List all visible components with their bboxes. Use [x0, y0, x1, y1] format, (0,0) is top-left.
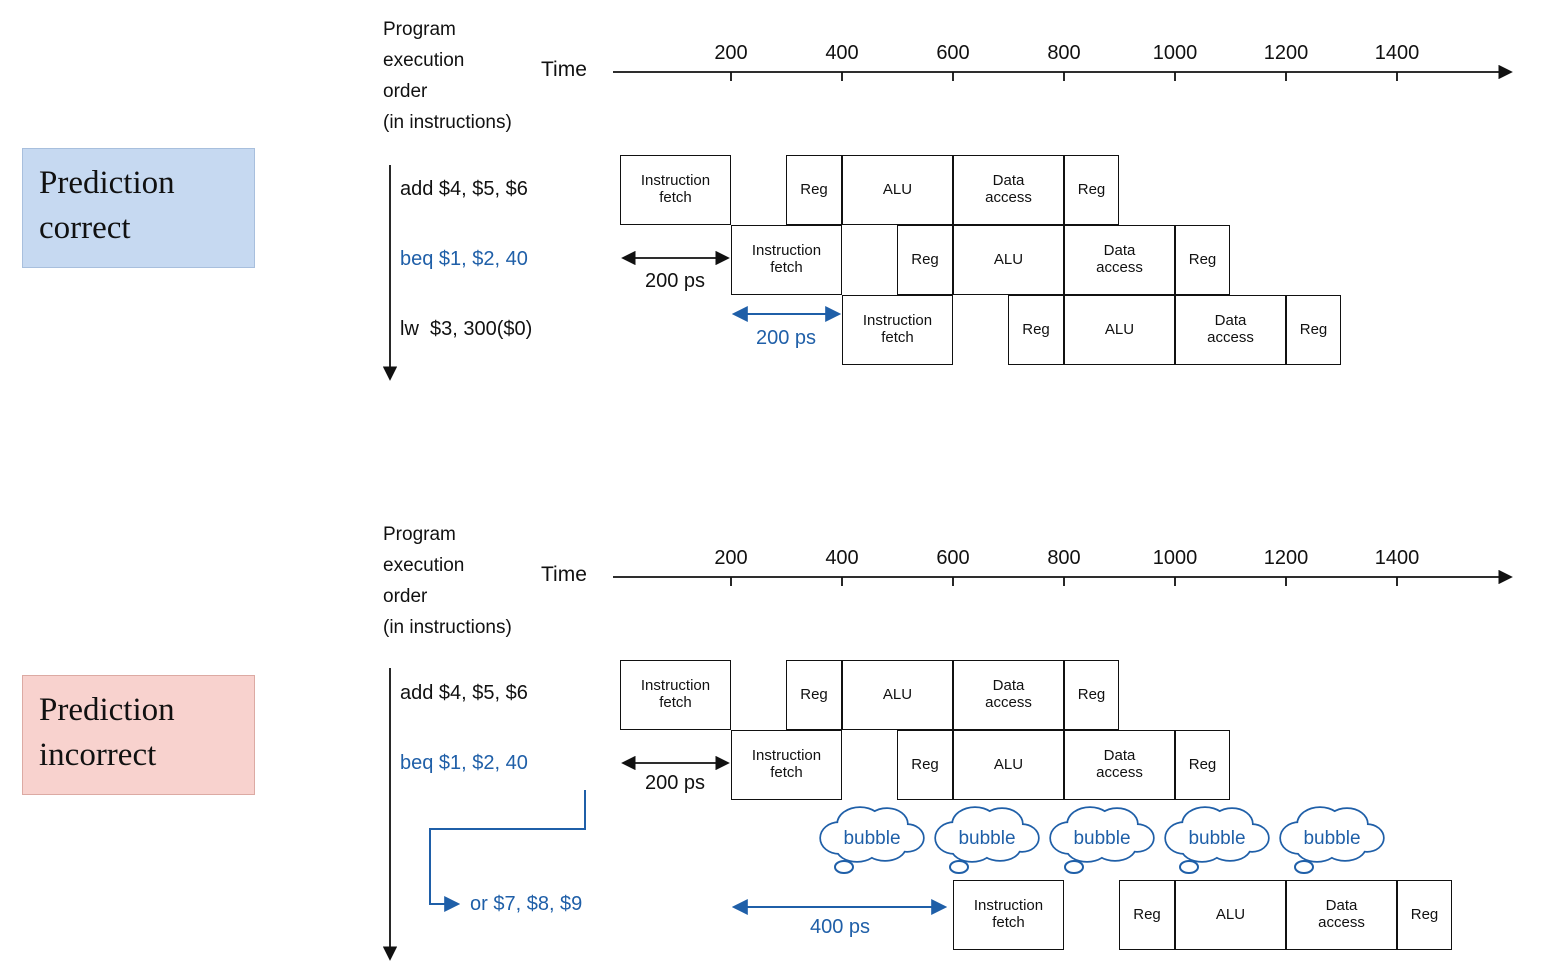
bubble-cloud: bubble — [1049, 806, 1155, 875]
bubble-cloud: bubble — [934, 806, 1040, 875]
delay-200ps-blue-label-top: 200 ps — [755, 327, 817, 349]
stage-alu: ALU — [1175, 880, 1286, 950]
stage-alu: ALU — [842, 660, 953, 730]
axis-tick-label: 1200 — [1263, 42, 1309, 64]
stage-data-access: Data access — [1286, 880, 1397, 950]
program-order-label-bottom: Program execution order (in instructions… — [383, 524, 512, 638]
axis-tick-label: 200 — [714, 42, 748, 64]
stage-data-access: Data access — [953, 660, 1064, 730]
stage-reg-write: Reg — [1175, 225, 1230, 295]
prediction-correct-label: Prediction correct — [22, 148, 255, 268]
stage-reg-write: Reg — [1064, 660, 1119, 730]
delay-400ps-label-bottom: 400 ps — [809, 916, 871, 938]
stage-reg-write: Reg — [1397, 880, 1452, 950]
stage-reg-write: Reg — [1175, 730, 1230, 800]
instruction-add-top: add $4, $5, $6 — [400, 178, 528, 200]
time-axis-top — [613, 64, 1513, 81]
time-axis-label-top: Time — [541, 58, 587, 81]
delay-200ps-label-top: 200 ps — [644, 270, 706, 292]
axis-tick-label: 1400 — [1374, 42, 1420, 64]
stage-reg-write: Reg — [1286, 295, 1341, 365]
instruction-add-bottom: add $4, $5, $6 — [400, 682, 528, 704]
stage-alu: ALU — [842, 155, 953, 225]
stage-data-access: Data access — [1064, 225, 1175, 295]
time-axis-bottom — [613, 569, 1513, 586]
svg-text:bubble: bubble — [1303, 828, 1360, 849]
bubble-cloud: bubble — [1279, 806, 1385, 875]
stage-instruction-fetch: Instruction fetch — [620, 155, 731, 225]
axis-tick-label: 800 — [1047, 42, 1081, 64]
axis-tick-label: 1200 — [1263, 547, 1309, 569]
instruction-or-bottom: or $7, $8, $9 — [470, 893, 583, 915]
stage-alu: ALU — [953, 225, 1064, 295]
axis-tick-label: 200 — [714, 547, 748, 569]
svg-text:bubble: bubble — [958, 828, 1015, 849]
svg-text:bubble: bubble — [1188, 828, 1245, 849]
axis-tick-label: 400 — [825, 42, 859, 64]
instruction-beq-top: beq $1, $2, 40 — [400, 248, 528, 270]
bubble-cloud: bubble — [819, 806, 925, 875]
axis-tick-label: 400 — [825, 547, 859, 569]
stage-reg-read: Reg — [1119, 880, 1175, 950]
delay-200ps-label-bottom: 200 ps — [644, 772, 706, 794]
branch-redirect-path — [429, 790, 586, 912]
instruction-lw-top: lw $3, 300($0) — [400, 318, 533, 340]
axis-tick-label: 1400 — [1374, 547, 1420, 569]
stage-reg-read: Reg — [786, 155, 842, 225]
stage-instruction-fetch: Instruction fetch — [620, 660, 731, 730]
stage-alu: ALU — [953, 730, 1064, 800]
stage-reg-read: Reg — [786, 660, 842, 730]
stage-data-access: Data access — [1175, 295, 1286, 365]
instruction-beq-bottom: beq $1, $2, 40 — [400, 752, 528, 774]
time-axis-label-bottom: Time — [541, 563, 587, 586]
stage-instruction-fetch: Instruction fetch — [731, 730, 842, 800]
stage-data-access: Data access — [1064, 730, 1175, 800]
program-order-label-top: Program execution order (in instructions… — [383, 19, 512, 133]
stage-reg-read: Reg — [897, 730, 953, 800]
stage-reg-read: Reg — [897, 225, 953, 295]
axis-tick-label: 1000 — [1152, 42, 1198, 64]
svg-text:bubble: bubble — [843, 828, 900, 849]
stage-instruction-fetch: Instruction fetch — [842, 295, 953, 365]
stage-instruction-fetch: Instruction fetch — [953, 880, 1064, 950]
stage-instruction-fetch: Instruction fetch — [731, 225, 842, 295]
axis-tick-label: 600 — [936, 547, 970, 569]
axis-tick-label: 800 — [1047, 547, 1081, 569]
prediction-incorrect-label: Prediction incorrect — [22, 675, 255, 795]
stage-reg-read: Reg — [1008, 295, 1064, 365]
stage-data-access: Data access — [953, 155, 1064, 225]
stage-alu: ALU — [1064, 295, 1175, 365]
svg-text:bubble: bubble — [1073, 828, 1130, 849]
stage-reg-write: Reg — [1064, 155, 1119, 225]
bubble-cloud: bubble — [1164, 806, 1270, 875]
axis-tick-label: 600 — [936, 42, 970, 64]
axis-tick-label: 1000 — [1152, 547, 1198, 569]
